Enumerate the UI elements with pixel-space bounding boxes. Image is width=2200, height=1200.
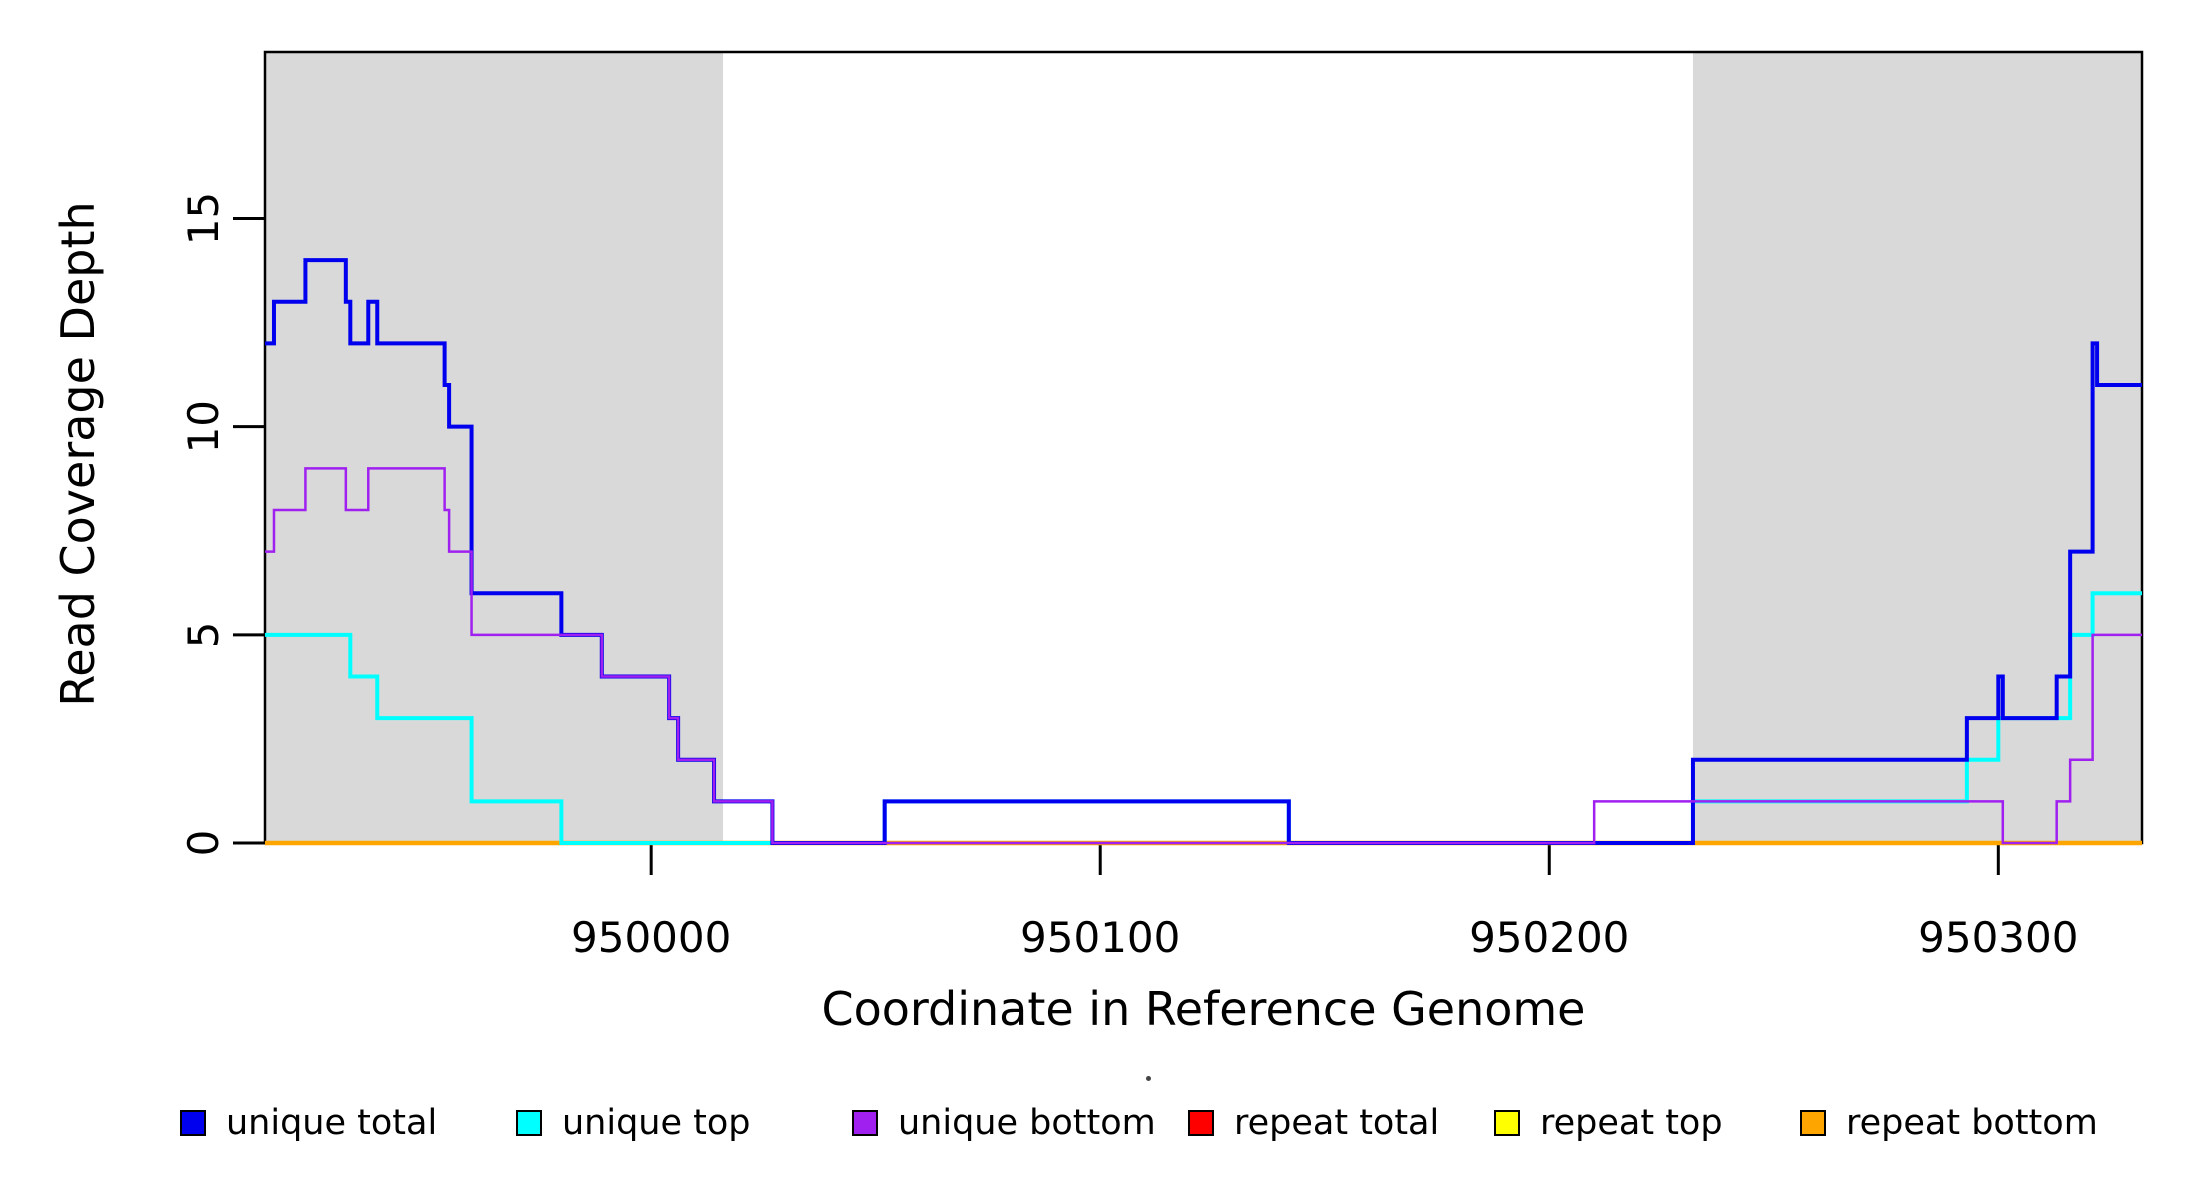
legend-label: unique total xyxy=(226,1103,438,1143)
unique-top-swatch-icon xyxy=(516,1110,542,1136)
legend-item-unique-top: unique top xyxy=(516,1103,751,1143)
y-tick-label: 0 xyxy=(179,830,228,857)
repeat-bottom-swatch-icon xyxy=(1800,1110,1826,1136)
legend-item-repeat-top: repeat top xyxy=(1494,1103,1723,1143)
shaded-region xyxy=(265,52,724,843)
x-tick-label: 950200 xyxy=(1469,913,1629,962)
legend-item-repeat-total: repeat total xyxy=(1188,1103,1440,1143)
stray-mark xyxy=(1146,1076,1151,1081)
y-axis-label: Read Coverage Depth xyxy=(51,201,105,707)
shaded-region xyxy=(1692,52,2142,843)
x-tick-label: 950100 xyxy=(1020,913,1180,962)
legend: unique total unique top unique bottom re… xyxy=(0,1103,2200,1146)
repeat-top-swatch-icon xyxy=(1494,1110,1520,1136)
y-tick-label: 5 xyxy=(179,621,228,648)
x-tick-label: 950000 xyxy=(571,913,731,962)
x-tick-label: 950300 xyxy=(1918,913,2078,962)
coverage-line-unique-bottom xyxy=(265,467,2142,845)
legend-item-unique-bottom: unique bottom xyxy=(852,1103,1156,1143)
legend-label: unique top xyxy=(562,1103,751,1143)
unique-bottom-swatch-icon xyxy=(852,1110,878,1136)
legend-item-repeat-bottom: repeat bottom xyxy=(1800,1103,2098,1143)
legend-item-unique-total: unique total xyxy=(180,1103,438,1143)
legend-label: repeat total xyxy=(1234,1103,1440,1143)
y-tick-label: 10 xyxy=(179,400,228,453)
legend-label: unique bottom xyxy=(898,1103,1156,1143)
legend-label: repeat bottom xyxy=(1846,1103,2098,1143)
x-axis-label: Coordinate in Reference Genome xyxy=(821,982,1586,1036)
repeat-total-swatch-icon xyxy=(1188,1110,1214,1136)
y-tick-label: 15 xyxy=(179,192,228,245)
legend-label: repeat top xyxy=(1540,1103,1723,1143)
unique-total-swatch-icon xyxy=(180,1110,206,1136)
